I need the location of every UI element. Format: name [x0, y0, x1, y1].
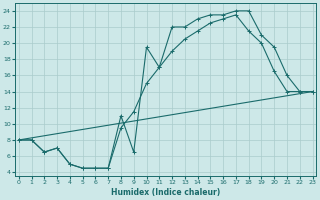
X-axis label: Humidex (Indice chaleur): Humidex (Indice chaleur) [111, 188, 220, 197]
